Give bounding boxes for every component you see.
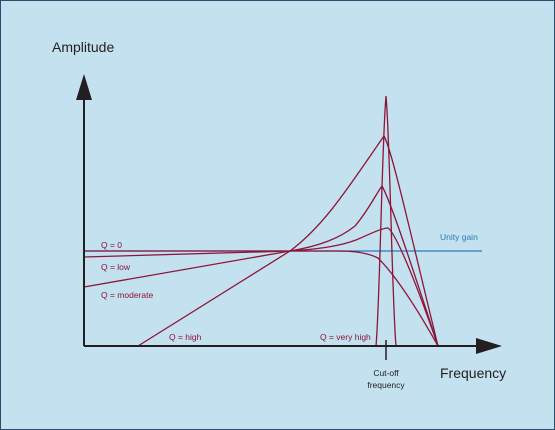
response-curves xyxy=(83,95,439,347)
curve-q-very-high xyxy=(375,95,397,347)
label-q-moderate: Q = moderate xyxy=(101,290,153,300)
unity-gain-label: Unity gain xyxy=(440,232,478,242)
label-q-very-high: Q = very high xyxy=(320,332,371,342)
curve-q-high xyxy=(137,134,439,347)
x-axis-label: Frequency xyxy=(440,365,506,381)
label-q-low: Q = low xyxy=(101,262,131,272)
curve-q-low xyxy=(83,227,439,347)
curve-q0 xyxy=(84,250,439,347)
label-q0: Q = 0 xyxy=(101,240,122,250)
cutoff-label-line1: Cut-off xyxy=(373,368,399,378)
y-axis-arrow-icon xyxy=(76,74,92,100)
curve-q-moderate xyxy=(83,184,439,347)
y-axis-label: Amplitude xyxy=(52,39,114,55)
cutoff-label-line2: frequency xyxy=(367,380,405,390)
label-q-high: Q = high xyxy=(169,332,202,342)
x-axis-arrow-icon xyxy=(476,338,502,354)
